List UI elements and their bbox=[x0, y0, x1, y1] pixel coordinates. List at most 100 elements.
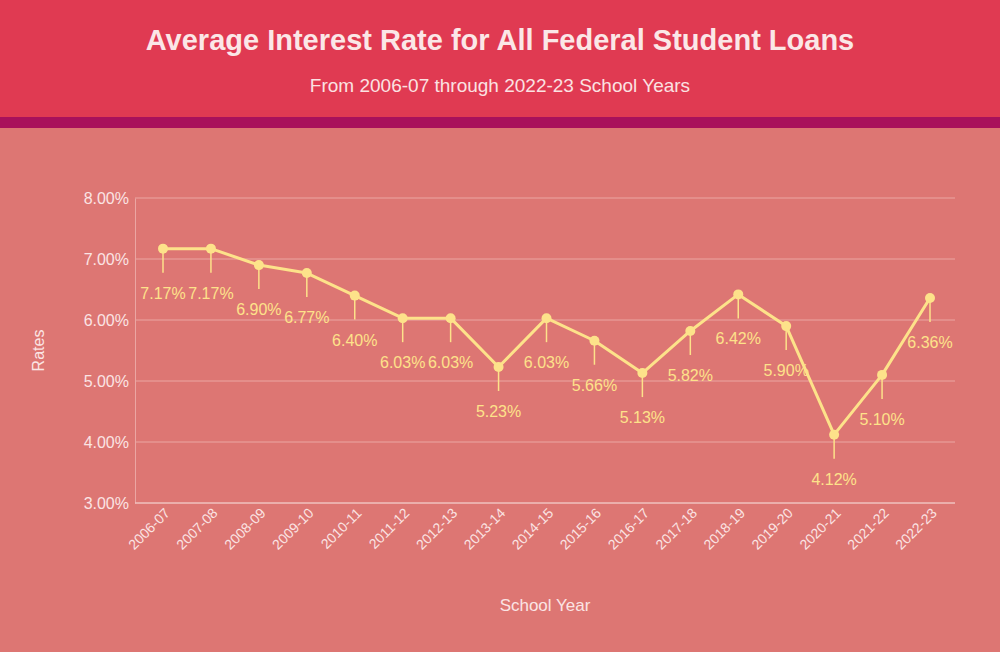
x-tick: 2006-07 bbox=[125, 505, 173, 553]
label-stem bbox=[402, 318, 404, 342]
y-tick: 5.00% bbox=[84, 373, 135, 390]
x-tick-label: 2015-16 bbox=[557, 505, 605, 553]
x-tick: 2016-17 bbox=[604, 505, 652, 553]
data-label: 5.90% bbox=[764, 362, 809, 379]
x-tick-label: 2011-12 bbox=[366, 505, 413, 552]
y-axis-title: Rates bbox=[30, 330, 47, 372]
label-stem bbox=[738, 294, 740, 318]
x-tick-label: 2014-15 bbox=[509, 505, 557, 553]
data-label: 6.03% bbox=[380, 354, 425, 371]
x-tick-label: 2012-13 bbox=[413, 505, 461, 553]
data-label: 7.17% bbox=[140, 285, 185, 302]
x-tick-label: 2010-11 bbox=[318, 505, 365, 552]
grid bbox=[135, 198, 955, 503]
grid-line bbox=[135, 198, 955, 199]
data-label: 6.90% bbox=[236, 301, 281, 318]
label-stem bbox=[258, 265, 260, 289]
x-tick-label: 2018-19 bbox=[700, 505, 748, 553]
data-label: 5.82% bbox=[668, 367, 713, 384]
y-tick: 6.00% bbox=[84, 312, 135, 329]
x-tick-label: 2019-20 bbox=[748, 505, 796, 553]
y-tick-label: 7.00% bbox=[84, 251, 129, 268]
label-stem bbox=[450, 318, 452, 342]
y-axis: 3.00% 4.00% 5.00% 6.00% 7.00% 8.00% bbox=[84, 190, 136, 512]
header-stripe bbox=[0, 117, 1000, 128]
data-label: 7.17% bbox=[188, 285, 233, 302]
x-tick: 2021-22 bbox=[844, 505, 892, 553]
x-tick: 2022-23 bbox=[892, 505, 940, 553]
label-stem bbox=[690, 331, 692, 355]
label-stem bbox=[210, 249, 212, 273]
data-label: 6.42% bbox=[716, 330, 761, 347]
label-stem bbox=[594, 341, 596, 365]
x-tick-label: 2006-07 bbox=[125, 505, 173, 553]
label-stem bbox=[785, 326, 787, 350]
x-tick-label: 2007-08 bbox=[173, 505, 221, 553]
y-axis-line bbox=[135, 199, 136, 504]
x-tick-label: 2008-09 bbox=[221, 505, 269, 553]
grid-line bbox=[135, 381, 955, 382]
y-tick-label: 4.00% bbox=[84, 434, 129, 451]
x-tick-label: 2009-10 bbox=[269, 505, 317, 553]
x-tick: 2007-08 bbox=[173, 505, 221, 553]
x-tick-label: 2017-18 bbox=[652, 505, 700, 553]
data-label: 5.66% bbox=[572, 377, 617, 394]
label-stem bbox=[881, 375, 883, 399]
data-label: 6.36% bbox=[907, 334, 952, 351]
x-tick: 2018-19 bbox=[700, 505, 748, 553]
plot-area bbox=[158, 244, 935, 440]
label-stem bbox=[929, 298, 931, 322]
x-tick-label: 2020-21 bbox=[796, 505, 844, 553]
x-tick: 2015-16 bbox=[557, 505, 605, 553]
title: Average Interest Rate for All Federal St… bbox=[146, 24, 855, 56]
line bbox=[163, 249, 930, 435]
x-axis: 2006-072007-082008-092009-102010-112011-… bbox=[125, 503, 955, 553]
y-tick: 3.00% bbox=[84, 495, 135, 512]
y-tick-label: 3.00% bbox=[84, 495, 129, 512]
y-tick: 7.00% bbox=[84, 251, 135, 268]
label-stem bbox=[354, 296, 356, 320]
data-label: 6.03% bbox=[524, 354, 569, 371]
label-stem bbox=[306, 273, 308, 297]
x-tick: 2008-09 bbox=[221, 505, 269, 553]
x-tick: 2009-10 bbox=[269, 505, 317, 553]
x-axis-title: School Year bbox=[500, 596, 591, 615]
y-tick: 8.00% bbox=[84, 190, 135, 207]
x-tick-label: 2016-17 bbox=[604, 505, 652, 553]
x-tick: 2010-11 bbox=[318, 505, 365, 552]
x-tick: 2012-13 bbox=[413, 505, 461, 553]
background bbox=[0, 0, 1000, 652]
x-tick: 2013-14 bbox=[461, 505, 509, 553]
x-tick-label: 2022-23 bbox=[892, 505, 940, 553]
data-labels: 7.17%7.17%6.90%6.77%6.40%6.03%6.03%5.23%… bbox=[140, 249, 952, 488]
grid-line bbox=[135, 259, 955, 260]
grid-line bbox=[135, 442, 955, 443]
data-label: 5.13% bbox=[620, 409, 665, 426]
x-tick: 2014-15 bbox=[509, 505, 557, 553]
x-tick-label: 2021-22 bbox=[844, 505, 892, 553]
x-tick: 2017-18 bbox=[652, 505, 700, 553]
y-tick-label: 6.00% bbox=[84, 312, 129, 329]
data-label: 6.40% bbox=[332, 332, 377, 349]
grid-line bbox=[135, 503, 955, 504]
label-stem bbox=[833, 435, 835, 459]
y-tick: 4.00% bbox=[84, 434, 135, 451]
data-label: 4.12% bbox=[811, 471, 856, 488]
x-axis-line bbox=[135, 503, 955, 504]
label-stem bbox=[642, 373, 644, 397]
x-tick: 2019-20 bbox=[748, 505, 796, 553]
chart: Average Interest Rate for All Federal St… bbox=[0, 0, 1000, 652]
x-tick: 2020-21 bbox=[796, 505, 844, 553]
data-label: 5.23% bbox=[476, 403, 521, 420]
y-tick-label: 8.00% bbox=[84, 190, 129, 207]
label-stem bbox=[162, 249, 164, 273]
data-label: 6.03% bbox=[428, 354, 473, 371]
label-stem bbox=[546, 318, 548, 342]
data-label: 6.77% bbox=[284, 309, 329, 326]
label-stem bbox=[498, 367, 500, 391]
x-tick-label: 2013-14 bbox=[461, 505, 509, 553]
data-label: 5.10% bbox=[859, 411, 904, 428]
x-tick: 2011-12 bbox=[366, 505, 413, 552]
header-band bbox=[0, 0, 1000, 118]
y-tick-label: 5.00% bbox=[84, 373, 129, 390]
